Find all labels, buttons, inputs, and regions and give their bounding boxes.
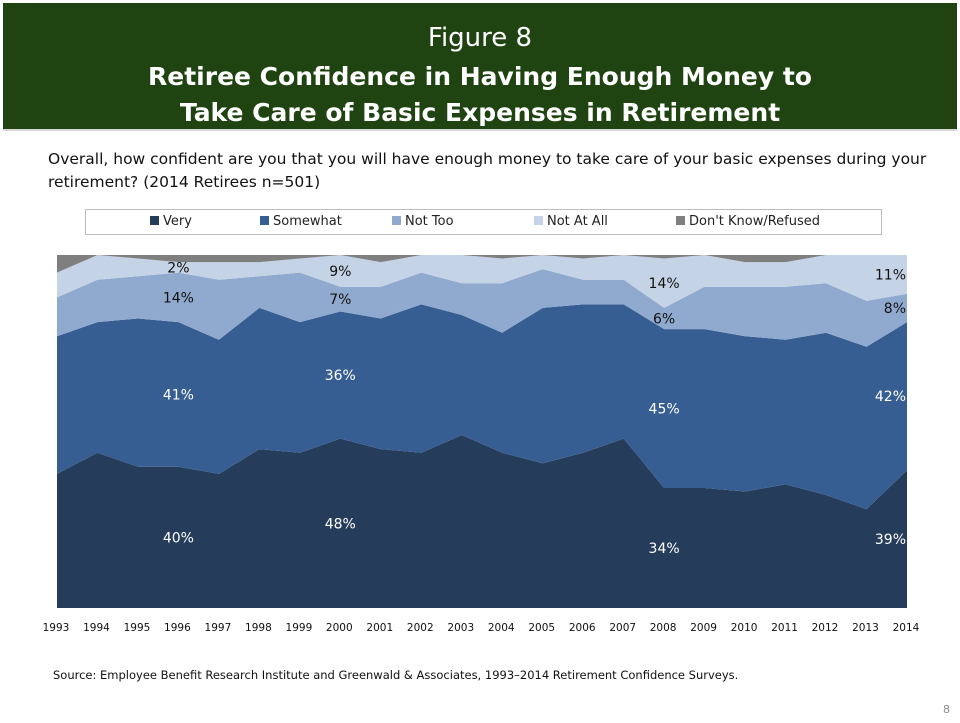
x-tick-label: 2013 bbox=[852, 622, 879, 634]
legend-label: Not At All bbox=[547, 214, 608, 229]
data-label: 7% bbox=[329, 292, 351, 308]
data-label: 34% bbox=[649, 541, 680, 557]
source-note: Source: Employee Benefit Research Instit… bbox=[53, 668, 739, 682]
x-tick-label: 1994 bbox=[83, 622, 110, 634]
legend-item-not-too: Not Too bbox=[392, 214, 454, 230]
x-tick-label: 2007 bbox=[609, 622, 636, 634]
legend-label: Somewhat bbox=[273, 214, 342, 229]
data-label: 42% bbox=[875, 389, 906, 405]
data-label: 45% bbox=[649, 402, 680, 418]
legend-swatch bbox=[392, 216, 401, 225]
data-label: 36% bbox=[325, 368, 356, 384]
x-tick-label: 2004 bbox=[488, 622, 515, 634]
area-very bbox=[57, 435, 907, 608]
x-tick-label: 2010 bbox=[731, 622, 758, 634]
data-label: 39% bbox=[875, 532, 906, 548]
legend-swatch bbox=[150, 216, 159, 225]
legend-item-dont-know: Don't Know/Refused bbox=[676, 214, 820, 230]
page-number: 8 bbox=[943, 703, 950, 716]
x-tick-label: 2009 bbox=[690, 622, 717, 634]
legend-label: Very bbox=[163, 214, 192, 229]
area-not-too bbox=[57, 269, 907, 347]
data-label: 14% bbox=[649, 276, 680, 292]
chart-title-line-2: Take Care of Basic Expenses in Retiremen… bbox=[179, 98, 781, 127]
data-label: 8% bbox=[884, 301, 906, 317]
legend-item-very: Very bbox=[150, 214, 192, 230]
legend-label: Don't Know/Refused bbox=[689, 214, 821, 229]
x-tick-label: 2002 bbox=[407, 622, 434, 634]
area-don-t-know-refused bbox=[57, 255, 907, 273]
legend-label: Not Too bbox=[405, 214, 454, 229]
legend-swatch bbox=[534, 216, 543, 225]
legend-item-somewhat: Somewhat bbox=[260, 214, 342, 230]
survey-question: Overall, how confident are you that you … bbox=[48, 150, 927, 191]
x-tick-label: 1998 bbox=[245, 622, 272, 634]
x-tick-label: 1995 bbox=[124, 622, 151, 634]
x-tick-label: 2006 bbox=[569, 622, 596, 634]
data-label: 48% bbox=[325, 516, 356, 532]
x-tick-label: 2014 bbox=[893, 622, 920, 634]
x-tick-label: 2003 bbox=[447, 622, 474, 634]
area-not-at-all bbox=[57, 255, 907, 308]
data-label: 6% bbox=[653, 312, 675, 328]
data-label: 14% bbox=[163, 290, 194, 306]
x-tick-label: 2012 bbox=[812, 622, 839, 634]
x-tick-label: 1999 bbox=[286, 622, 313, 634]
x-tick-label: 1993 bbox=[43, 622, 70, 634]
figure-label: Figure 8 bbox=[427, 23, 533, 53]
header-divider bbox=[3, 129, 957, 131]
legend-swatch bbox=[260, 216, 269, 225]
x-tick-label: 2005 bbox=[528, 622, 555, 634]
legend-swatch bbox=[676, 216, 685, 225]
x-tick-label: 1997 bbox=[205, 622, 232, 634]
x-tick-label: 2008 bbox=[650, 622, 677, 634]
x-tick-label: 1996 bbox=[164, 622, 191, 634]
x-tick-label: 2000 bbox=[326, 622, 353, 634]
chart-legend: Very Somewhat Not Too Not At All Don't K… bbox=[85, 209, 882, 235]
legend-item-not-at-all: Not At All bbox=[534, 214, 608, 230]
chart-title-line-1: Retiree Confidence in Having Enough Mone… bbox=[148, 62, 812, 91]
data-label: 11% bbox=[875, 267, 906, 283]
data-label: 41% bbox=[163, 387, 194, 403]
x-tick-label: 2001 bbox=[366, 622, 393, 634]
stacked-area-chart: 1993 1994 1995 1996 1997 1998 1999 2000 2001 2002… bbox=[43, 255, 920, 634]
data-label: 40% bbox=[163, 530, 194, 546]
x-tick-label: 2011 bbox=[771, 622, 798, 634]
data-label: 2% bbox=[167, 260, 189, 276]
area-somewhat bbox=[57, 304, 907, 510]
data-label: 9% bbox=[329, 264, 351, 280]
title-banner: Figure 8 Retiree Confidence in Having En… bbox=[3, 3, 957, 129]
